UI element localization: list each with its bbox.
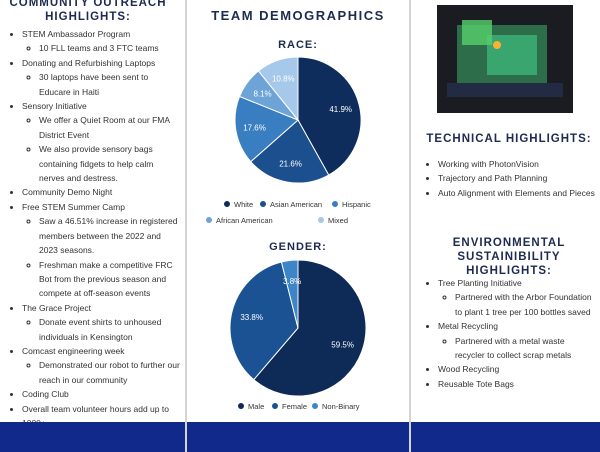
item-text: STEM Ambassador Program xyxy=(22,29,131,39)
middle-column: TEAM DEMOGRAPHICS RACE: 41.9% 21.6% 17.6% 8.… xyxy=(206,8,385,411)
value-label: 3.8% xyxy=(283,277,301,286)
sub-list: Demonstrated our robot to further our re… xyxy=(22,358,180,387)
pie-slice xyxy=(229,261,299,381)
footer-band xyxy=(187,422,409,452)
pie-slice xyxy=(234,95,299,163)
item-text: Reusable Tote Bags xyxy=(438,378,514,389)
item-text: Comcast engineering week xyxy=(22,345,125,356)
list-item: Donating and Refurbishing Laptops 30 lapt… xyxy=(22,56,180,99)
section-title: TECHNICAL HIGHLIGHTS: xyxy=(426,133,592,145)
sub-list: Partnered with the Arbor Foundation to p… xyxy=(438,290,596,319)
item-text: Metal Recycling xyxy=(438,321,498,332)
item-text: Wood Recycling xyxy=(438,364,500,375)
section-title: ENVIRONMENTAL SUSTAINIBILITY HIGHLIGHTS: xyxy=(452,237,566,277)
list-item: Trajectory and Path Planning xyxy=(438,171,596,185)
legend-marker xyxy=(206,217,212,223)
value-label: 10.8% xyxy=(272,74,295,83)
pie-slice xyxy=(280,259,299,329)
section-title: COMMUNITY OUTREACH HIGHLIGHTS: xyxy=(9,0,167,23)
legend-marker xyxy=(272,403,278,409)
sub-list: Partnered with a metal waste recycler to… xyxy=(438,334,596,363)
list-item: Community Demo Night xyxy=(22,185,180,199)
list-item: Free STEM Summer Camp Saw a 46.51% increa… xyxy=(22,200,180,301)
value-label: 59.5% xyxy=(331,341,354,350)
list-item: The Grace Project Donate event shirts to … xyxy=(22,301,180,344)
divider xyxy=(409,0,411,452)
list-item: Coding Club xyxy=(22,387,180,401)
robot-photo xyxy=(437,5,573,113)
pie-slice xyxy=(297,56,362,176)
list-item: Wood Recycling xyxy=(438,362,596,376)
sub-item: Freshman make a competitive FRC Bot from… xyxy=(39,258,180,301)
legend-marker xyxy=(312,403,318,409)
chart-title: RACE: xyxy=(278,39,318,51)
sub-list: Donate event shirts to unhoused individu… xyxy=(22,315,180,344)
legend-label: Male xyxy=(248,402,264,411)
item-text: Trajectory and Path Planning xyxy=(438,173,548,184)
list: Tree Planting Initiative Partnered with t… xyxy=(424,276,596,391)
list: STEM Ambassador Program 10 FLL teams and … xyxy=(8,27,180,430)
left-column: COMMUNITY OUTREACH HIGHLIGHTS: STEM Amba… xyxy=(8,0,180,430)
legend-label: Asian American xyxy=(270,200,322,209)
item-text: Community Demo Night xyxy=(22,187,113,198)
legend-marker xyxy=(318,217,324,223)
sub-item: We also provide sensory bags containing … xyxy=(39,142,180,185)
sub-list: 10 FLL teams and 3 FTC teams xyxy=(22,41,180,55)
sub-item: Donate event shirts to unhoused individu… xyxy=(39,315,180,344)
sub-item: We offer a Quiet Room at our FMA Distric… xyxy=(39,113,180,142)
list-item: Metal Recycling Partnered with a metal wa… xyxy=(438,319,596,362)
value-label: 41.9% xyxy=(329,105,352,114)
value-label: 33.8% xyxy=(240,313,263,322)
item-text: Free STEM Summer Camp xyxy=(22,201,125,212)
pie-slice xyxy=(253,259,367,397)
item-text: Coding Club xyxy=(22,389,69,400)
item-text: Donating and Refurbishing Laptops xyxy=(22,57,156,68)
legend-marker xyxy=(260,201,266,207)
section-title: TEAM DEMOGRAPHICS xyxy=(211,8,385,23)
value-label: 21.6% xyxy=(279,159,302,168)
pie-slice xyxy=(257,56,299,122)
item-text: The Grace Project xyxy=(22,302,91,313)
item-text: Working with PhotonVision xyxy=(438,159,539,169)
legend-label: African American xyxy=(216,216,273,225)
footer-band xyxy=(411,422,600,452)
sub-list: We offer a Quiet Room at our FMA Distric… xyxy=(22,113,180,185)
sub-item: 10 FLL teams and 3 FTC teams xyxy=(39,41,180,55)
list-item: Comcast engineering week Demonstrated our… xyxy=(22,344,180,387)
list: Working with PhotonVision Trajectory and … xyxy=(424,157,596,200)
legend-marker xyxy=(238,403,244,409)
value-label: 8.1% xyxy=(253,90,271,99)
legend-label: Mixed xyxy=(328,216,348,225)
legend-label: Hispanic xyxy=(342,200,371,209)
item-text: Sensory Initiative xyxy=(22,101,87,112)
legend-marker xyxy=(224,201,230,207)
sub-item: Demonstrated our robot to further our re… xyxy=(39,358,180,387)
sub-list: Saw a 46.51% increase in registered memb… xyxy=(22,214,180,300)
pie-slice xyxy=(250,119,330,184)
list-item: Working with PhotonVision xyxy=(438,157,596,171)
sub-item: Partnered with a metal waste recycler to… xyxy=(455,334,596,363)
sub-list: 30 laptops have been sent to Educare in … xyxy=(22,70,180,99)
list-item: Tree Planting Initiative Partnered with t… xyxy=(438,276,596,319)
list-item: STEM Ambassador Program 10 FLL teams and … xyxy=(22,27,180,56)
legend-marker xyxy=(332,201,338,207)
chart-title: GENDER: xyxy=(269,241,327,253)
sub-item: 30 laptops have been sent to Educare in … xyxy=(39,70,180,99)
footer-band xyxy=(0,422,185,452)
value-label: 17.6% xyxy=(243,123,266,132)
item-text: Tree Planting Initiative xyxy=(438,278,522,288)
sub-item: Saw a 46.51% increase in registered memb… xyxy=(39,214,180,257)
list-item: Sensory InitiativeWe offer a Quiet Room … xyxy=(22,99,180,185)
legend-label: Female xyxy=(282,402,307,411)
sub-item: Partnered with the Arbor Foundation to p… xyxy=(455,290,596,319)
list-item: Auto Alignment with Elements and Pieces xyxy=(438,186,596,200)
item-text: Auto Alignment with Elements and Pieces xyxy=(438,187,595,198)
legend-label: Non-Binary xyxy=(322,402,360,411)
divider xyxy=(185,0,187,452)
list-item: Reusable Tote Bags xyxy=(438,377,596,391)
legend-label: White xyxy=(234,200,253,209)
